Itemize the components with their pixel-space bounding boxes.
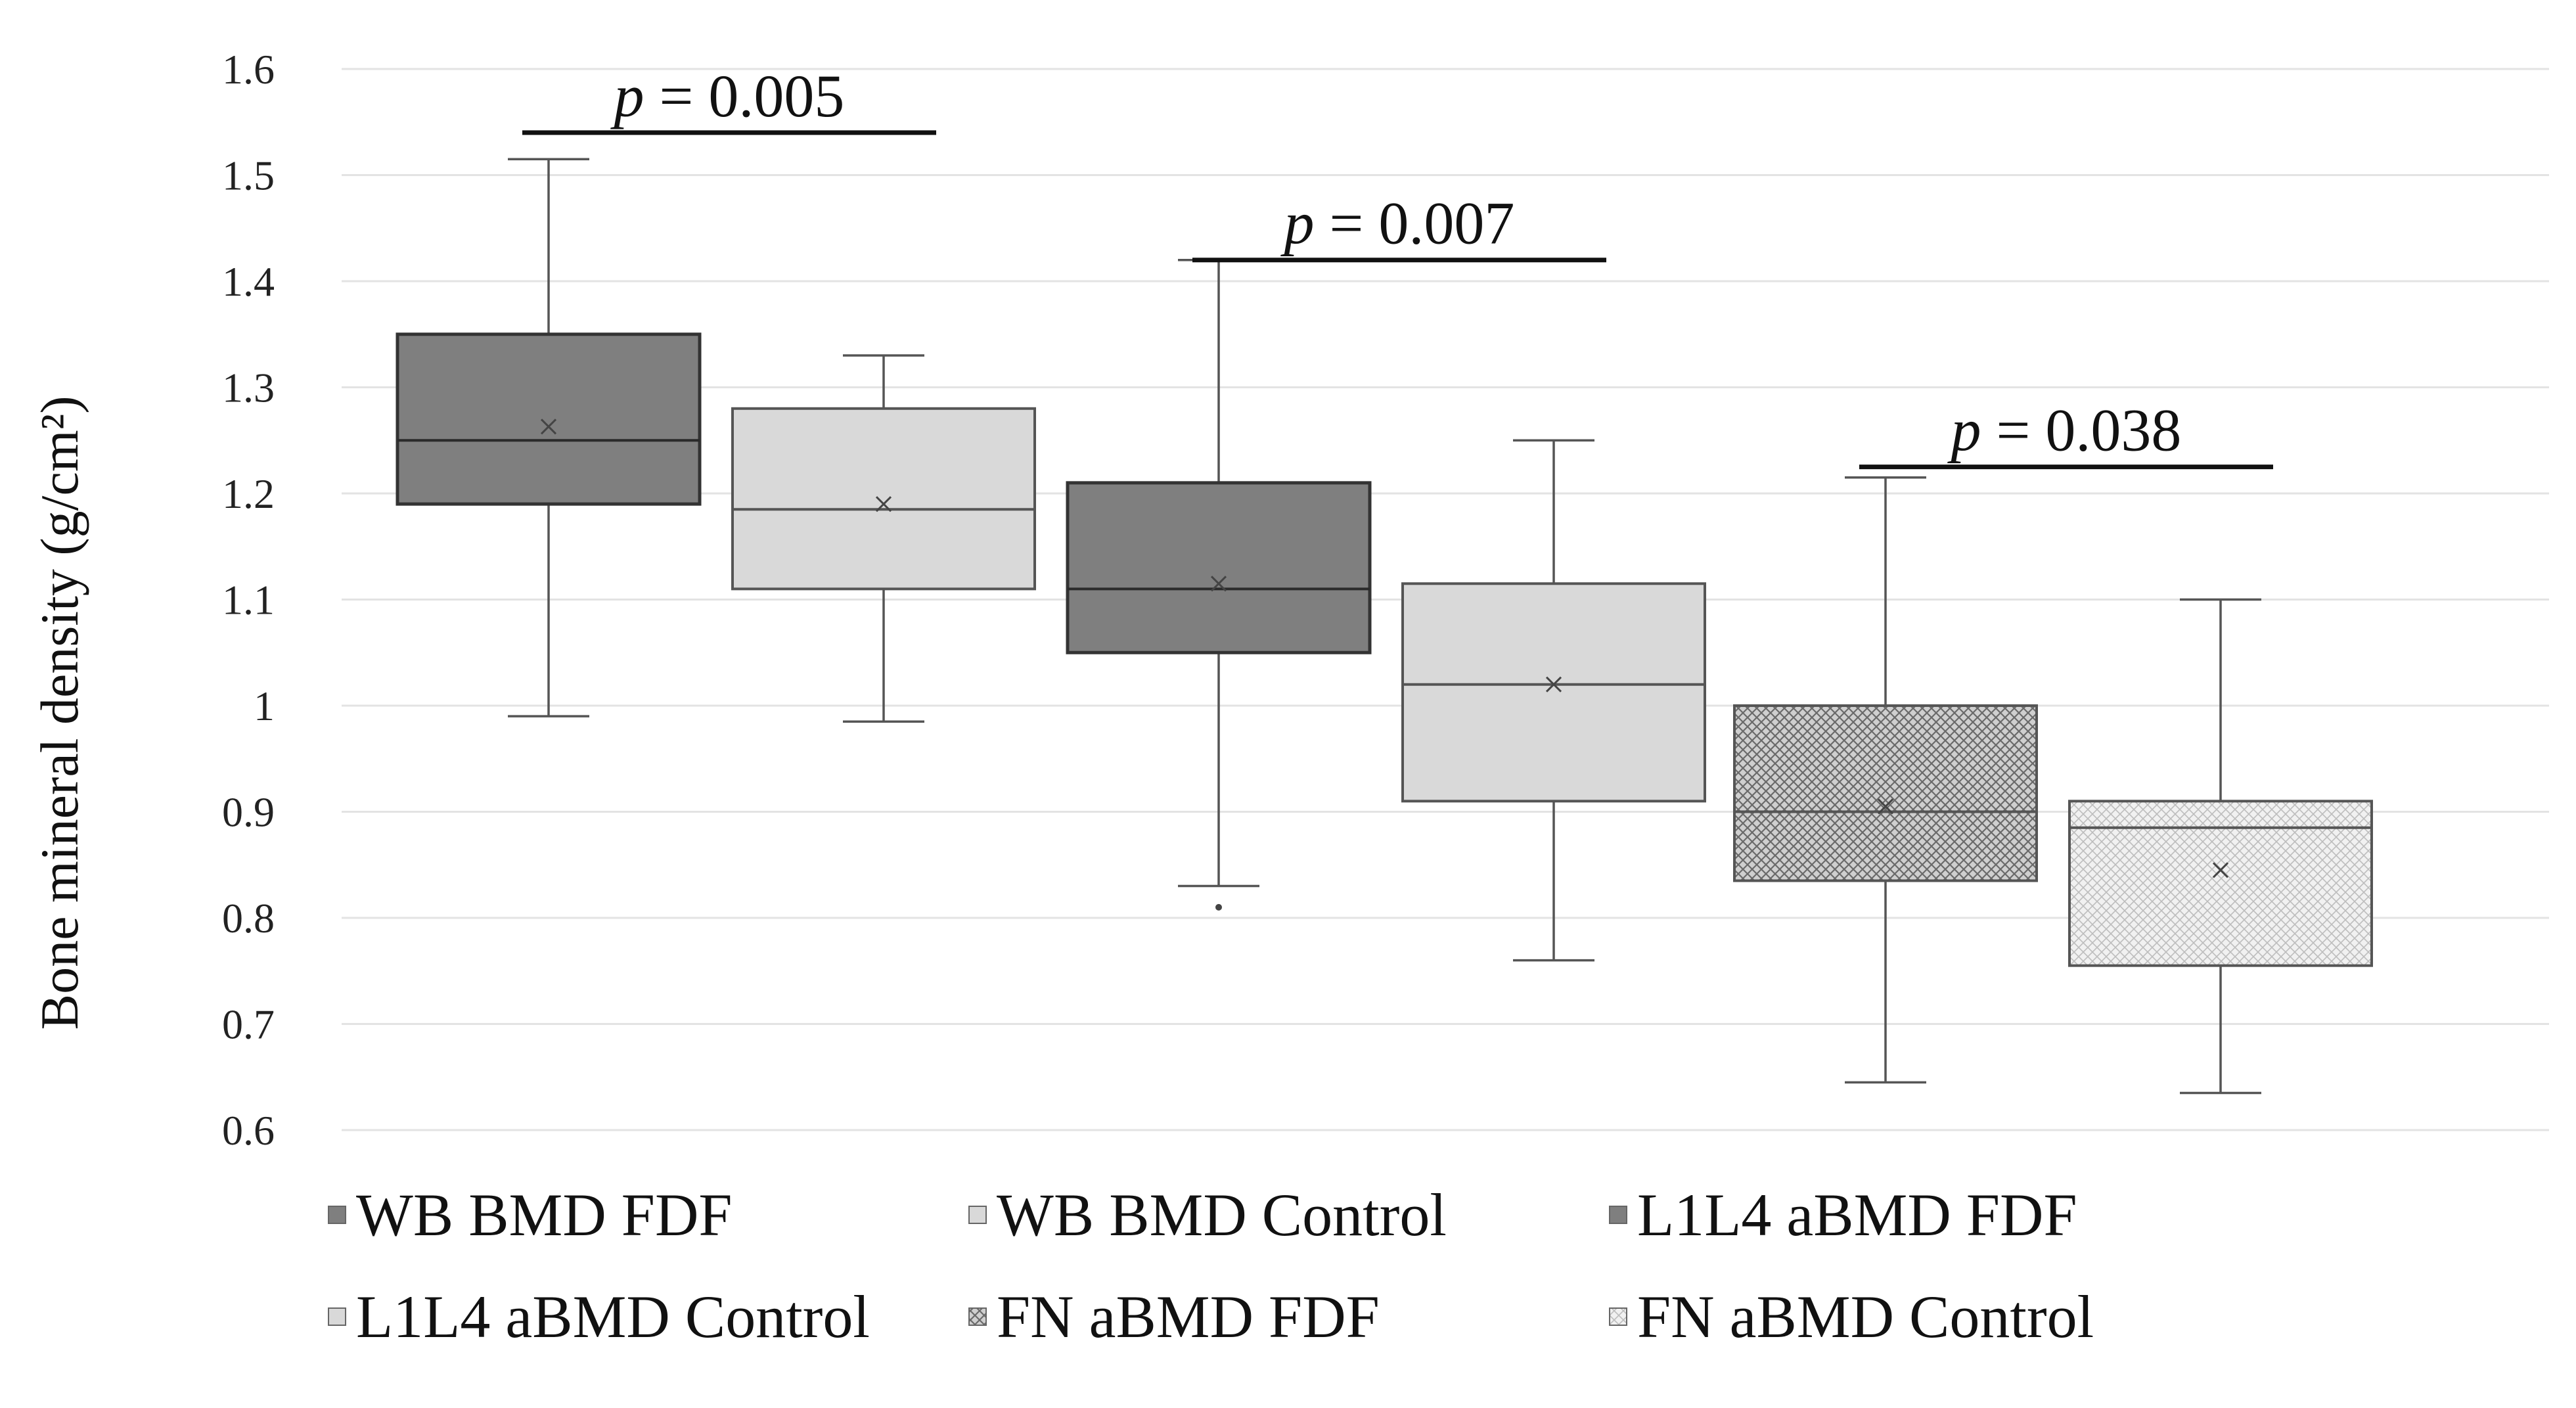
box-plot-6 bbox=[2068, 598, 2373, 1095]
mean-marker-stroke bbox=[1545, 676, 1562, 693]
mean-marker bbox=[1877, 798, 1894, 815]
p-value-text: = 0.038 bbox=[1981, 397, 2182, 464]
mean-marker-stroke bbox=[1210, 576, 1227, 592]
y-tick-label: 1 bbox=[254, 683, 275, 729]
box-plot-4 bbox=[1401, 439, 1706, 962]
box-iqr bbox=[1401, 582, 1706, 803]
mean-marker-stroke bbox=[1877, 798, 1894, 815]
legend-swatch bbox=[328, 1307, 346, 1326]
y-tick-label: 1.5 bbox=[222, 152, 275, 199]
legend-item-3: L1L4 aBMD FDF bbox=[1609, 1181, 2077, 1248]
p-value-annotation-2: p = 0.007 bbox=[1192, 190, 1606, 263]
legend-label: FN aBMD FDF bbox=[997, 1283, 1380, 1350]
legend-label: WB BMD Control bbox=[997, 1181, 1447, 1248]
mean-marker bbox=[1210, 576, 1227, 592]
p-value-text: = 0.005 bbox=[644, 62, 845, 129]
p-symbol: p bbox=[610, 62, 644, 129]
p-value-label: p = 0.038 bbox=[1947, 397, 2182, 464]
p-symbol: p bbox=[1280, 190, 1315, 257]
box-plot-2 bbox=[731, 354, 1036, 723]
box-plot-1 bbox=[395, 158, 702, 717]
legend: WB BMD FDF WB BMD Control L1L4 aBMD FDF L1L… bbox=[328, 1181, 2094, 1350]
y-tick-label: 1.1 bbox=[222, 577, 275, 624]
mean-marker-stroke bbox=[2212, 862, 2229, 878]
mean-marker bbox=[540, 419, 557, 435]
outlier-point bbox=[1215, 903, 1222, 911]
legend-item-1: WB BMD FDF bbox=[328, 1181, 733, 1248]
box-plot-5 bbox=[1733, 476, 2038, 1084]
legend-swatch bbox=[328, 1206, 346, 1224]
legend-item-6: FN aBMD Control bbox=[1609, 1283, 2094, 1350]
mean-marker-stroke bbox=[540, 419, 557, 435]
box-iqr bbox=[731, 407, 1036, 591]
legend-swatch bbox=[1609, 1206, 1627, 1224]
legend-label: L1L4 aBMD Control bbox=[356, 1283, 870, 1350]
y-tick-label: 0.8 bbox=[222, 895, 275, 942]
p-symbol: p bbox=[1947, 397, 1981, 464]
legend-label: WB BMD FDF bbox=[356, 1181, 733, 1248]
box-iqr bbox=[395, 332, 702, 506]
p-value-text: = 0.007 bbox=[1315, 190, 1515, 257]
y-tick-label: 1.2 bbox=[222, 470, 275, 517]
box-iqr bbox=[2068, 800, 2373, 967]
mean-marker bbox=[2212, 862, 2229, 878]
p-value-annotation-1: p = 0.005 bbox=[522, 62, 936, 135]
box-plot-3 bbox=[1066, 258, 1372, 911]
legend-item-5: FN aBMD FDF bbox=[968, 1283, 1380, 1350]
legend-swatch bbox=[1609, 1307, 1627, 1326]
y-tick-label: 0.6 bbox=[222, 1107, 275, 1154]
box-iqr bbox=[1733, 704, 2038, 882]
p-value-label: p = 0.005 bbox=[610, 62, 845, 129]
legend-label: FN aBMD Control bbox=[1637, 1283, 2094, 1350]
y-tick-label: 1.4 bbox=[222, 258, 275, 305]
y-tick-label: 1.3 bbox=[222, 365, 275, 411]
box-plots bbox=[395, 158, 2373, 1095]
legend-swatch bbox=[968, 1307, 987, 1326]
y-tick-label: 0.7 bbox=[222, 1001, 275, 1048]
y-tick-label: 1.6 bbox=[222, 46, 275, 93]
y-tick-label: 0.9 bbox=[222, 789, 275, 836]
y-axis-title: Bone mineral density (g/cm²) bbox=[30, 396, 89, 1030]
mean-marker bbox=[875, 496, 892, 512]
legend-swatch bbox=[968, 1206, 987, 1224]
box-iqr bbox=[1066, 481, 1372, 654]
mean-marker bbox=[1545, 676, 1562, 693]
mean-marker-stroke bbox=[875, 496, 892, 512]
p-value-annotation-3: p = 0.038 bbox=[1859, 397, 2273, 470]
legend-label: L1L4 aBMD FDF bbox=[1637, 1181, 2077, 1248]
y-axis-ticks: 0.6 0.7 0.8 0.9 1 1.1 1.2 1.3 1.4 1.5 1.6 bbox=[222, 46, 275, 1154]
p-value-label: p = 0.007 bbox=[1280, 190, 1515, 257]
legend-item-4: L1L4 aBMD Control bbox=[328, 1283, 870, 1350]
legend-item-2: WB BMD Control bbox=[968, 1181, 1447, 1248]
